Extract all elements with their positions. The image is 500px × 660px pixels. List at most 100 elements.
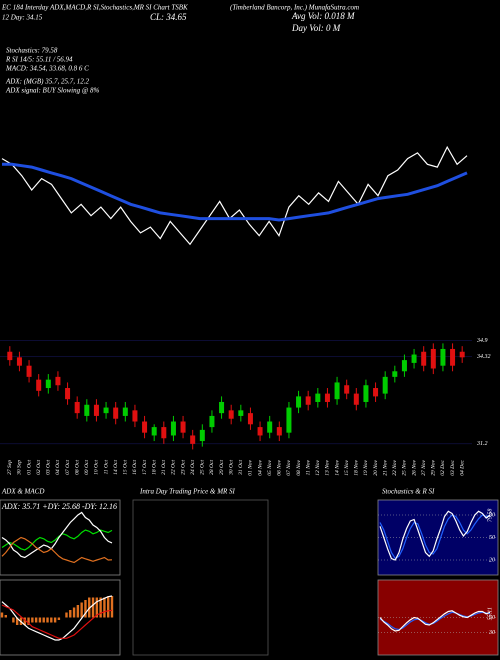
histogram-bar [76, 605, 80, 618]
x-tick-label: 04 Dec [458, 459, 465, 475]
candle-body [286, 407, 292, 433]
series-line [379, 610, 491, 632]
y-tick-label: 30 [488, 630, 495, 636]
x-tick-label: 11 Oct [103, 460, 109, 475]
histogram-bar [38, 617, 42, 623]
x-tick-label: 20 Nov [373, 459, 379, 475]
histogram-bar [31, 617, 34, 623]
candle-body [74, 401, 80, 414]
candle-body [392, 371, 398, 377]
x-tick-label: 31 Oct [238, 460, 244, 476]
x-tick-label: 21 Nov [382, 459, 388, 475]
candle-body [305, 396, 311, 405]
company: (Timberland Bancorp, Inc.) MunafaSutra.c… [230, 4, 359, 12]
x-tick-label: 22 Oct [171, 460, 177, 475]
panel-border [0, 499, 121, 576]
chart-label: EC 184 Interday ADX,MACD,R SI,Stochastic… [1, 4, 188, 12]
candle-body [440, 348, 446, 366]
candle-body [344, 385, 350, 394]
x-tick-label: 05 Nov [267, 459, 273, 475]
histogram-bar [50, 617, 53, 623]
x-tick-label: 04 Oct [54, 460, 61, 475]
day-price: 12 Day: 34.15 [2, 14, 43, 22]
histogram-bar [103, 597, 106, 618]
x-tick-label: 29 Nov [431, 459, 437, 475]
series-line [1, 604, 113, 639]
x-tick-label: 09 Oct [84, 460, 90, 475]
x-tick-label: 18 Nov [354, 459, 360, 475]
panel-border [132, 499, 269, 656]
candle-body [296, 396, 302, 408]
x-tick-label: 02 Oct [36, 460, 42, 475]
candle-body [247, 413, 253, 425]
histogram-bar [34, 617, 38, 623]
histogram-bar [95, 597, 99, 618]
x-tick-label: 18 Oct [151, 460, 157, 475]
candle-body [65, 388, 71, 400]
candle-body [7, 351, 13, 361]
candle-body [219, 401, 225, 414]
x-tick-label: 22 Nov [392, 459, 398, 475]
x-tick-label: 02 Dec [440, 459, 446, 475]
x-tick-label: 17 Oct [142, 460, 148, 475]
close-price: CL: 34.65 [150, 12, 187, 22]
candle-body [257, 427, 263, 436]
x-tick-label: 04 Nov [256, 459, 263, 475]
histogram-bar [80, 602, 83, 618]
candle-body [430, 348, 436, 369]
series-line [379, 514, 491, 560]
candle-body [103, 407, 109, 414]
candle-body [459, 351, 465, 358]
x-tick-label: 30 Sep [17, 460, 23, 476]
candle-body [132, 410, 138, 422]
candle-body [84, 404, 90, 416]
x-tick-label: 03 Dec [450, 459, 456, 475]
panel-title: ADX & MACD [1, 488, 44, 496]
stoch-stat: Stochastics: 79.58 [6, 47, 58, 55]
histogram-bar [99, 597, 102, 618]
candle-body [315, 393, 321, 402]
x-tick-label: 03 Oct [46, 460, 52, 475]
candle-body [373, 388, 379, 397]
x-tick-label: 29 Oct [219, 460, 225, 475]
candle-body [151, 427, 157, 436]
series-line [1, 529, 113, 551]
histogram-bar [107, 596, 110, 618]
y-tick-label: 34.32 [476, 353, 491, 360]
candle-body [353, 393, 359, 405]
x-tick-label: 25 Oct [200, 460, 206, 475]
candle-body [113, 407, 119, 419]
x-tick-label: 21 Oct [161, 460, 167, 475]
histogram-bar [69, 610, 72, 618]
histogram-bar [0, 612, 4, 618]
candle-body [180, 421, 186, 433]
histogram-bar [65, 612, 68, 618]
candle-body [334, 382, 340, 400]
candle-body [238, 410, 244, 416]
x-tick-label: 14 Oct [112, 460, 119, 475]
y-tick-label: 31.2 [476, 441, 488, 447]
x-tick-label: 12 Nov [315, 459, 321, 475]
histogram-bar [91, 597, 95, 618]
candle-body [93, 404, 99, 416]
value-annotation: 55.11 [487, 607, 493, 620]
adx-signal: ADX signal: BUY Slowing @ 8% [5, 87, 100, 95]
x-tick-label: 07 Oct [65, 460, 71, 475]
x-tick-label: 15 Oct [123, 460, 129, 475]
y-tick-label: 80 [489, 512, 495, 518]
candle-body [16, 357, 22, 366]
x-tick-label: 14 Nov [333, 459, 340, 475]
histogram-bar [46, 617, 49, 623]
histogram-bar [53, 617, 57, 623]
candle-body [267, 421, 273, 433]
candle-body [382, 376, 388, 394]
histogram-bar [84, 600, 87, 618]
candle-body [161, 427, 167, 439]
panel-border [0, 579, 121, 656]
panel-title: Stochastics & R SI [382, 488, 435, 496]
candle-body [36, 379, 42, 391]
series-line [1, 145, 468, 246]
series-line [379, 510, 491, 561]
histogram-bar [12, 617, 15, 623]
